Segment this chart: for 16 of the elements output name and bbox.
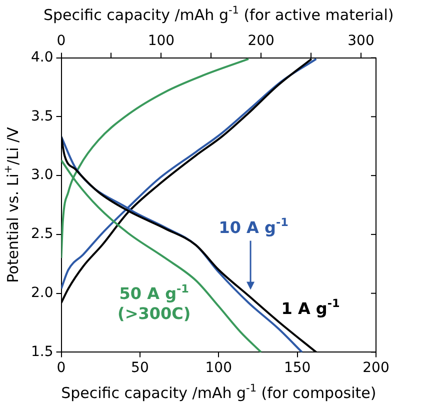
x2-tick-label: 200 xyxy=(248,33,274,50)
y-tick-label: 1.5 xyxy=(31,344,54,360)
y-tick-label: 3.0 xyxy=(31,167,54,184)
y-axis-title: Potential vs. Li+/Li /V xyxy=(2,126,22,283)
x-tick-label: 150 xyxy=(284,360,311,376)
y-tick-label: 2.5 xyxy=(31,226,54,242)
x-tick-label: 100 xyxy=(205,360,232,376)
y-tick-label: 4.0 xyxy=(31,49,54,66)
x-tick-label: 0 xyxy=(56,360,66,376)
x-tick-label: 200 xyxy=(362,360,390,376)
y-tick-label: 3.5 xyxy=(31,108,54,124)
x2-tick-label: 300 xyxy=(348,33,374,50)
x-tick-label: 50 xyxy=(131,360,149,376)
y-tick-label: 2.0 xyxy=(31,284,54,301)
x2-tick-label: 0 xyxy=(56,33,66,50)
x2-tick-label: 100 xyxy=(148,33,175,50)
